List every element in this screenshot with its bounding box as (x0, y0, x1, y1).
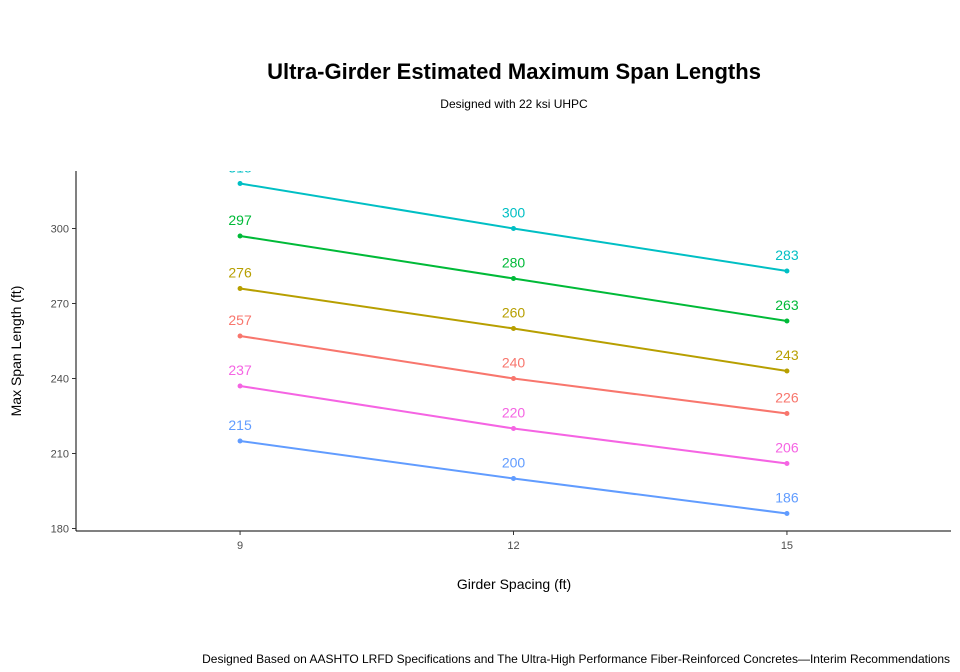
data-point (511, 476, 516, 481)
x-tick-label: 15 (781, 540, 793, 552)
series-1: 318 300 283 (228, 160, 799, 274)
data-point (237, 233, 243, 239)
y-axis-title: Max Span Length (ft) (8, 286, 24, 417)
data-label: 206 (775, 440, 799, 456)
data-point (784, 411, 790, 416)
series-line (239, 335, 788, 415)
data-point (237, 333, 243, 339)
data-label: 220 (502, 405, 526, 421)
y-tick-label: 270 (51, 299, 69, 311)
data-label: 263 (775, 297, 799, 313)
chart-subtitle: Designed with 22 ksi UHPC (440, 97, 588, 111)
data-point (511, 226, 516, 231)
series-2: 297 280 263 (228, 212, 799, 324)
data-label: 237 (228, 362, 252, 378)
data-label: 243 (775, 347, 799, 363)
data-label: 215 (228, 417, 252, 433)
data-label: 186 (775, 490, 799, 506)
series-5: 237 220 206 (228, 362, 799, 466)
data-label: 276 (228, 265, 252, 281)
x-tick-label: 9 (237, 540, 243, 552)
series-6: 215 200 186 (228, 417, 799, 516)
data-point (511, 426, 516, 431)
data-point (237, 286, 243, 291)
series-4: 257 240 226 (228, 312, 799, 416)
data-label: 257 (228, 312, 252, 328)
data-label: 226 (775, 390, 799, 406)
data-point (784, 318, 790, 324)
data-label: 260 (502, 305, 526, 321)
data-point (784, 461, 790, 466)
data-point (237, 383, 243, 389)
x-axis-title: Girder Spacing (ft) (457, 576, 571, 592)
data-point (784, 368, 790, 374)
data-point (511, 326, 516, 331)
axes: 180 210 240 270 300 9 12 15 (51, 171, 951, 552)
plot-area: 3183002832972802632762602432572402262372… (228, 160, 799, 516)
y-tick-label: 240 (51, 374, 69, 386)
data-point (237, 181, 243, 186)
data-label: 318 (228, 160, 252, 176)
data-label: 300 (502, 205, 526, 221)
y-tick-label: 300 (51, 224, 69, 236)
x-tick-label: 12 (507, 540, 519, 552)
data-label: 200 (502, 455, 526, 471)
data-label: 297 (228, 212, 252, 228)
y-tick-label: 210 (51, 449, 69, 461)
data-label: 283 (775, 247, 799, 263)
data-label: 280 (502, 255, 526, 271)
data-point (511, 376, 516, 381)
chart-title: Ultra-Girder Estimated Maximum Span Leng… (267, 59, 761, 84)
y-tick-label: 180 (51, 524, 69, 536)
data-point (784, 268, 790, 274)
data-point (237, 438, 243, 444)
data-label: 240 (502, 355, 526, 371)
series-3: 276 260 243 (228, 265, 799, 374)
chart-caption: Designed Based on AASHTO LRFD Specificat… (202, 652, 950, 666)
data-point (511, 276, 516, 281)
data-point (784, 511, 790, 516)
